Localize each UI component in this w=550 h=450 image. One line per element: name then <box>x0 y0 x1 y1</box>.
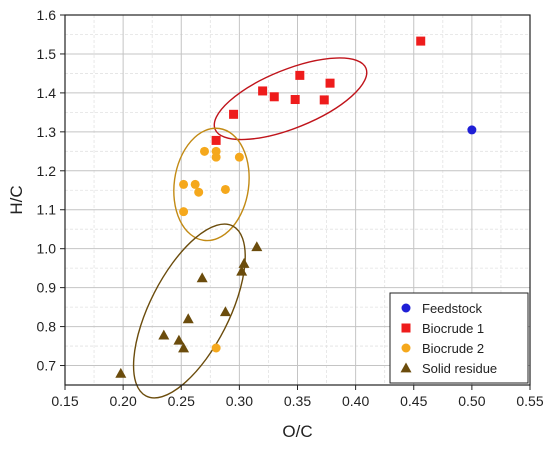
point-biocrude-2 <box>220 184 230 194</box>
point-solid-residue <box>236 265 248 276</box>
point-feedstock <box>467 125 477 135</box>
point-biocrude-1 <box>290 95 300 105</box>
cluster-ellipses <box>132 57 368 399</box>
y-tick-label: 1.3 <box>37 124 57 140</box>
y-tick-label: 1.4 <box>37 85 57 101</box>
point-biocrude-2 <box>211 343 221 353</box>
axis-ticks: 0.15 0.20 0.25 0.30 0.35 0.40 0.45 0.50 0.55 0.7 0… <box>37 7 544 409</box>
legend-marker <box>401 303 411 313</box>
x-tick-label: 0.20 <box>110 393 137 409</box>
point-biocrude-2 <box>179 207 189 217</box>
y-tick-label: 1.2 <box>37 163 57 179</box>
y-tick-label: 0.7 <box>37 358 57 374</box>
x-axis-title: O/C <box>282 422 312 441</box>
x-tick-label: 0.30 <box>226 393 253 409</box>
point-biocrude-1 <box>295 70 305 80</box>
x-tick-label: 0.15 <box>51 393 78 409</box>
legend-label: Solid residue <box>422 361 497 376</box>
x-tick-label: 0.40 <box>342 393 369 409</box>
point-biocrude-2 <box>211 152 221 162</box>
legend-label: Biocrude 2 <box>422 341 484 356</box>
cluster-ellipse <box>173 127 250 242</box>
point-biocrude-1 <box>258 86 268 96</box>
y-tick-label: 0.9 <box>37 280 57 296</box>
legend-label: Feedstock <box>422 301 482 316</box>
point-solid-residue <box>158 329 170 340</box>
data-markers <box>115 36 477 378</box>
point-solid-residue <box>238 257 250 268</box>
y-tick-label: 1.1 <box>37 202 57 218</box>
x-tick-label: 0.50 <box>458 393 485 409</box>
y-axis-title: H/C <box>7 185 26 214</box>
point-biocrude-1 <box>211 135 221 145</box>
point-solid-residue <box>196 272 208 283</box>
point-solid-residue <box>182 313 194 324</box>
point-biocrude-1 <box>269 92 279 102</box>
point-biocrude-2 <box>194 187 204 197</box>
legend-box <box>389 292 529 384</box>
point-solid-residue <box>178 342 190 353</box>
y-tick-label: 1.6 <box>37 7 57 23</box>
point-biocrude-2 <box>179 179 189 189</box>
point-solid-residue <box>251 241 263 252</box>
point-biocrude-1 <box>229 109 239 119</box>
point-solid-residue <box>173 334 185 345</box>
point-solid-residue <box>219 306 231 317</box>
y-tick-label: 1.0 <box>37 241 57 257</box>
legend-marker <box>401 323 411 333</box>
x-tick-label: 0.25 <box>168 393 195 409</box>
point-biocrude-2 <box>190 179 200 189</box>
cluster-ellipse <box>213 57 368 141</box>
x-tick-label: 0.35 <box>284 393 311 409</box>
point-biocrude-1 <box>325 78 335 88</box>
point-biocrude-1 <box>416 36 426 46</box>
legend-marker <box>401 343 411 353</box>
cluster-ellipse <box>132 223 246 399</box>
point-biocrude-1 <box>319 95 329 105</box>
point-solid-residue <box>115 367 127 378</box>
legend-label: Biocrude 1 <box>422 321 484 336</box>
y-tick-label: 1.5 <box>37 46 57 62</box>
legend: Feedstock Biocrude 1 Biocrude 2 Solid resid… <box>389 292 529 384</box>
point-biocrude-2 <box>200 146 209 156</box>
y-tick-label: 0.8 <box>37 319 57 335</box>
x-tick-label: 0.55 <box>516 393 543 409</box>
point-biocrude-2 <box>234 152 244 162</box>
legend-marker <box>400 362 412 373</box>
x-tick-label: 0.45 <box>400 393 427 409</box>
